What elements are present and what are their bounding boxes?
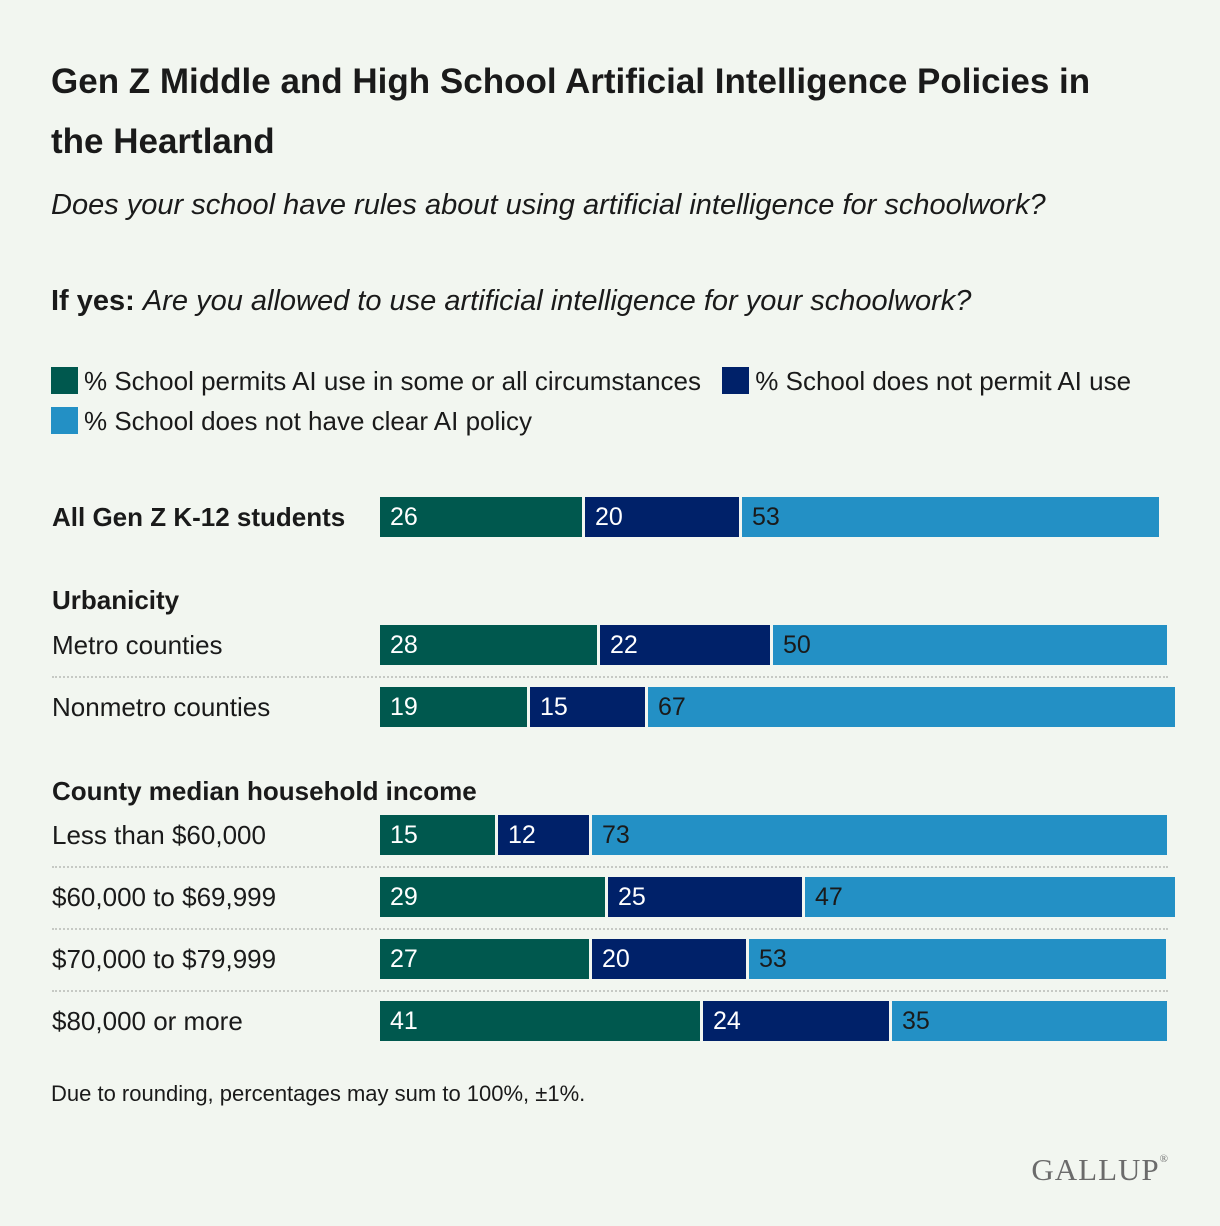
chart-subtitle: Does your school have rules about using … (51, 189, 1046, 221)
legend-item-not-permit: % School does not permit AI use (722, 366, 1131, 396)
legend-swatch-not-permit (722, 367, 750, 394)
row-label-income-60-70k: $60,000 to $69,999 (52, 882, 277, 912)
bar-segment-no-policy: 53 (742, 497, 1159, 537)
chart-title: Gen Z Middle and High School Artificial … (51, 62, 1091, 161)
bar-segment-not-permit: 20 (592, 939, 749, 979)
bar-segment-permits: 15 (380, 815, 498, 855)
bar-segment-no-policy: 35 (892, 1001, 1167, 1041)
bar-metro: 28 22 50 (380, 625, 1167, 665)
followup-question: Are you allowed to use artificial intell… (142, 285, 972, 317)
bar-segment-no-policy: 73 (592, 815, 1167, 855)
legend: % School permits AI use in some or all c… (51, 361, 1161, 441)
bar-income-60-70k: 29 25 47 (380, 877, 1175, 917)
bar-nonmetro: 19 15 67 (380, 687, 1175, 727)
row-divider (52, 866, 1168, 868)
bar-income-70-80k: 27 20 53 (380, 939, 1166, 979)
bar-segment-not-permit: 20 (585, 497, 742, 537)
row-label-income-70-80k: $70,000 to $79,999 (52, 944, 277, 974)
bar-segment-no-policy: 50 (773, 625, 1167, 665)
bar-segment-permits: 27 (380, 939, 592, 979)
bar-segment-permits: 41 (380, 1001, 703, 1041)
group-heading-income: County median household income (52, 776, 477, 806)
followup-lead: If yes: (51, 285, 135, 317)
bar-segment-no-policy: 67 (648, 687, 1175, 727)
bar-segment-permits: 26 (380, 497, 585, 537)
legend-swatch-no-policy (51, 407, 78, 434)
bar-income-under-60k: 15 12 73 (380, 815, 1167, 855)
bar-segment-no-policy: 53 (749, 939, 1166, 979)
row-label-nonmetro: Nonmetro counties (52, 692, 271, 722)
registered-mark: ® (1159, 1153, 1168, 1165)
legend-label-not-permit: % School does not permit AI use (755, 366, 1132, 396)
row-label-income-under-60k: Less than $60,000 (52, 820, 266, 850)
gallup-logo: GALLUP® (1031, 1139, 1168, 1190)
legend-label-permits: % School permits AI use in some or all c… (84, 366, 702, 396)
row-label-metro: Metro counties (52, 630, 223, 660)
bar-segment-not-permit: 24 (703, 1001, 892, 1041)
row-label-all: All Gen Z K-12 students (52, 502, 346, 532)
bar-segment-no-policy: 47 (805, 877, 1175, 917)
bar-segment-not-permit: 15 (530, 687, 648, 727)
bar-segment-not-permit: 25 (608, 877, 805, 917)
group-heading-urbanicity: Urbanicity (52, 585, 180, 615)
legend-item-permits: % School permits AI use in some or all c… (51, 366, 701, 396)
row-label-income-80k-plus: $80,000 or more (52, 1006, 243, 1036)
bar-segment-not-permit: 22 (600, 625, 773, 665)
bar-segment-permits: 29 (380, 877, 608, 917)
legend-swatch-permits (51, 367, 78, 394)
legend-item-no-policy: % School does not have clear AI policy (51, 406, 532, 436)
bar-segment-permits: 19 (380, 687, 530, 727)
row-divider (52, 928, 1168, 930)
footnote: Due to rounding, percentages may sum to … (51, 1081, 586, 1106)
chart-subtitle-followup: If yes: Are you allowed to use artificia… (51, 277, 1191, 325)
brand-name: GALLUP (1031, 1152, 1160, 1187)
bar-all: 26 20 53 (380, 497, 1159, 537)
bar-segment-not-permit: 12 (498, 815, 592, 855)
row-divider (52, 676, 1168, 678)
bar-segment-permits: 28 (380, 625, 600, 665)
bar-income-80k-plus: 41 24 35 (380, 1001, 1167, 1041)
legend-label-no-policy: % School does not have clear AI policy (84, 406, 533, 436)
row-divider (52, 990, 1168, 992)
